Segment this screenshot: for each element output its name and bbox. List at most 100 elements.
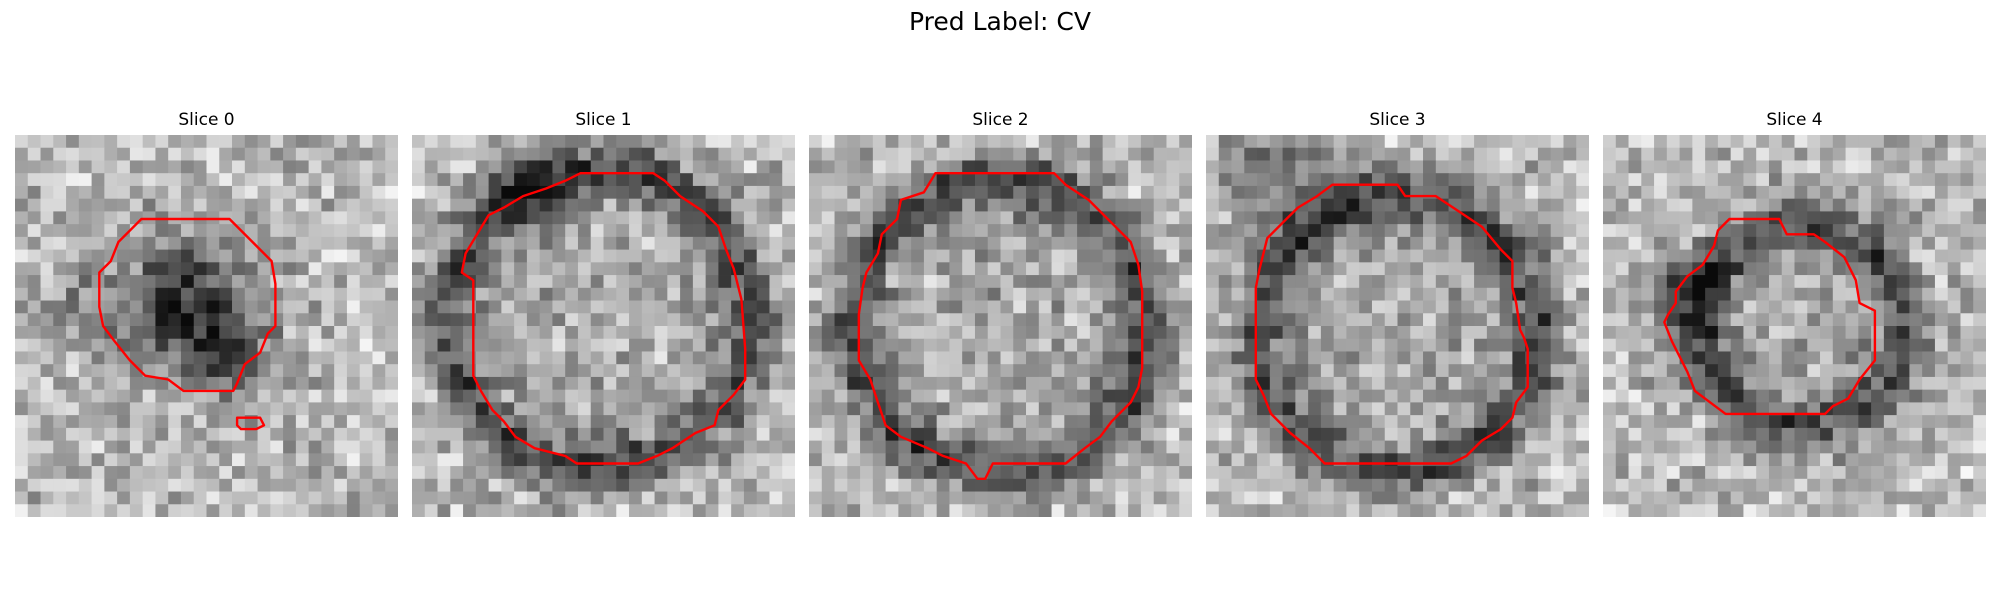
pixel [1052, 326, 1065, 339]
pixel [1525, 160, 1538, 173]
pixel [270, 364, 283, 377]
pixel [334, 351, 347, 364]
pixel [1257, 415, 1270, 428]
pixel [1692, 415, 1705, 428]
pixel [1398, 301, 1411, 314]
pixel [655, 428, 668, 441]
pixel [92, 211, 105, 224]
pixel [1563, 135, 1576, 148]
pixel [1654, 237, 1667, 250]
slice-title-3: Slice 3 [1206, 106, 1589, 134]
pixel [1321, 428, 1334, 441]
pixel [578, 504, 591, 517]
pixel [168, 237, 181, 250]
pixel [1718, 288, 1731, 301]
pixel [757, 479, 770, 492]
pixel [1705, 186, 1718, 199]
pixel [1705, 313, 1718, 326]
pixel [219, 441, 232, 454]
pixel [425, 428, 438, 441]
pixel [822, 224, 835, 237]
pixel [1616, 466, 1629, 479]
pixel [1179, 224, 1192, 237]
pixel [53, 186, 66, 199]
pixel [629, 313, 642, 326]
pixel [92, 351, 105, 364]
pixel [412, 339, 425, 352]
pixel [1500, 441, 1513, 454]
pixel [1346, 479, 1359, 492]
pixel [1718, 339, 1731, 352]
pixel [1897, 262, 1910, 275]
pixel [1206, 326, 1219, 339]
pixel [1667, 224, 1680, 237]
pixel [1960, 390, 1973, 403]
pixel [514, 173, 527, 186]
pixel [232, 504, 245, 517]
pixel [334, 237, 347, 250]
pixel [1090, 504, 1103, 517]
pixel [245, 262, 258, 275]
pixel [1833, 135, 1846, 148]
pixel [28, 199, 41, 212]
pixel [143, 402, 156, 415]
pixel [1807, 479, 1820, 492]
pixel [360, 237, 373, 250]
pixel [1026, 441, 1039, 454]
pixel [1179, 504, 1192, 517]
pixel [1308, 390, 1321, 403]
pixel [604, 250, 617, 263]
pixel [1616, 441, 1629, 454]
pixel [489, 466, 502, 479]
pixel [1948, 160, 1961, 173]
pixel [1385, 441, 1398, 454]
pixel [975, 262, 988, 275]
pixel [1922, 402, 1935, 415]
pixel [270, 402, 283, 415]
pixel [1629, 135, 1642, 148]
pixel [489, 351, 502, 364]
pixel [860, 326, 873, 339]
pixel [92, 504, 105, 517]
pixel [92, 250, 105, 263]
pixel [1833, 211, 1846, 224]
pixel [270, 339, 283, 352]
pixel [924, 301, 937, 314]
pixel [629, 339, 642, 352]
pixel [1960, 441, 1973, 454]
pixel [731, 250, 744, 263]
pixel [1064, 288, 1077, 301]
pixel [629, 211, 642, 224]
pixel [1551, 224, 1564, 237]
pixel [962, 262, 975, 275]
pixel [1115, 466, 1128, 479]
pixel [1128, 199, 1141, 212]
pixel [372, 504, 385, 517]
pixel [1782, 186, 1795, 199]
pixel [1179, 186, 1192, 199]
pixel [92, 390, 105, 403]
pixel [1295, 135, 1308, 148]
pixel [245, 135, 258, 148]
pixel [143, 351, 156, 364]
pixel [1449, 288, 1462, 301]
pixel [1692, 160, 1705, 173]
pixel [92, 453, 105, 466]
pixel [219, 160, 232, 173]
pixel [1039, 402, 1052, 415]
pixel [1232, 275, 1245, 288]
pixel [731, 199, 744, 212]
pixel [41, 415, 54, 428]
pixel [450, 199, 463, 212]
pixel [1512, 186, 1525, 199]
pixel [835, 186, 848, 199]
pixel [1705, 453, 1718, 466]
pixel [450, 313, 463, 326]
pixel [1487, 415, 1500, 428]
pixel [1001, 237, 1014, 250]
pixel [28, 237, 41, 250]
pixel [1820, 453, 1833, 466]
pixel [1295, 313, 1308, 326]
pixel [769, 186, 782, 199]
pixel [219, 326, 232, 339]
